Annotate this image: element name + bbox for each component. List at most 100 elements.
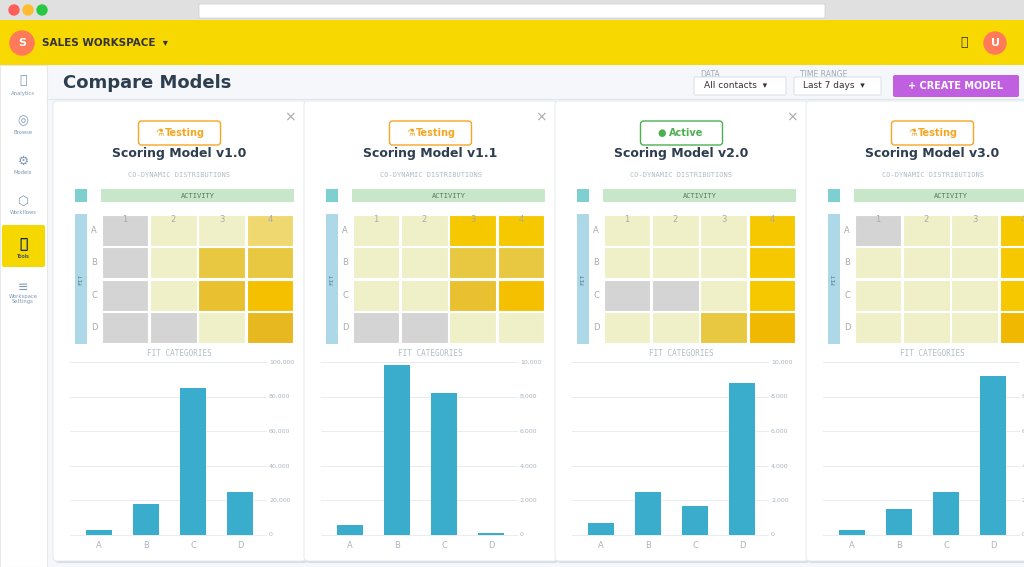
Text: D: D	[238, 541, 244, 550]
Text: 4,000: 4,000	[520, 463, 538, 468]
FancyBboxPatch shape	[498, 215, 544, 246]
Text: 3: 3	[219, 215, 224, 225]
FancyBboxPatch shape	[353, 215, 399, 246]
FancyBboxPatch shape	[401, 280, 447, 311]
FancyBboxPatch shape	[682, 506, 709, 535]
Text: 4: 4	[769, 215, 774, 225]
FancyBboxPatch shape	[749, 247, 796, 278]
Text: 1: 1	[123, 215, 128, 225]
FancyBboxPatch shape	[450, 215, 496, 246]
Text: FIT: FIT	[330, 273, 335, 285]
Text: A: A	[91, 226, 97, 235]
Text: ⚙: ⚙	[17, 154, 29, 167]
FancyBboxPatch shape	[401, 312, 447, 343]
Text: ACTIVITY: ACTIVITY	[180, 193, 214, 198]
FancyBboxPatch shape	[903, 215, 949, 246]
Text: S: S	[18, 38, 26, 48]
FancyBboxPatch shape	[247, 247, 293, 278]
Text: Tools: Tools	[16, 255, 30, 260]
FancyBboxPatch shape	[794, 77, 881, 95]
Text: A: A	[598, 541, 603, 550]
FancyBboxPatch shape	[652, 312, 698, 343]
Text: 2: 2	[422, 215, 427, 225]
FancyBboxPatch shape	[75, 214, 87, 344]
FancyBboxPatch shape	[839, 530, 864, 535]
FancyBboxPatch shape	[450, 247, 496, 278]
FancyBboxPatch shape	[700, 247, 746, 278]
Text: D: D	[91, 323, 97, 332]
FancyBboxPatch shape	[694, 77, 786, 95]
FancyBboxPatch shape	[101, 280, 148, 311]
FancyBboxPatch shape	[951, 312, 998, 343]
Text: C: C	[441, 541, 447, 550]
FancyBboxPatch shape	[749, 312, 796, 343]
FancyBboxPatch shape	[854, 189, 1024, 202]
Text: 8,000: 8,000	[1022, 394, 1024, 399]
FancyBboxPatch shape	[199, 215, 245, 246]
Text: ⬡: ⬡	[17, 194, 29, 208]
FancyBboxPatch shape	[588, 523, 613, 535]
Text: 📊: 📊	[19, 74, 27, 87]
Text: 10,000: 10,000	[1022, 359, 1024, 365]
Text: Testing: Testing	[416, 128, 456, 138]
Text: D: D	[342, 323, 348, 332]
Text: 3: 3	[972, 215, 977, 225]
Text: Analytics: Analytics	[11, 91, 35, 95]
Text: D: D	[990, 541, 996, 550]
FancyBboxPatch shape	[86, 530, 112, 535]
Text: FIT CATEGORIES: FIT CATEGORIES	[649, 349, 714, 358]
Text: FIT CATEGORIES: FIT CATEGORIES	[900, 349, 965, 358]
Text: 40,000: 40,000	[269, 463, 291, 468]
Text: 10,000: 10,000	[520, 359, 542, 365]
Text: Active: Active	[670, 128, 703, 138]
Text: ●: ●	[657, 128, 666, 138]
FancyBboxPatch shape	[903, 247, 949, 278]
Text: C: C	[593, 291, 599, 300]
FancyBboxPatch shape	[55, 103, 308, 563]
FancyBboxPatch shape	[353, 247, 399, 278]
Text: 8,000: 8,000	[771, 394, 788, 399]
FancyBboxPatch shape	[337, 524, 362, 535]
Text: B: B	[645, 541, 651, 550]
FancyBboxPatch shape	[306, 103, 559, 563]
Text: Testing: Testing	[918, 128, 957, 138]
Text: 🔧: 🔧	[18, 237, 28, 251]
FancyBboxPatch shape	[151, 215, 197, 246]
Text: A: A	[844, 226, 850, 235]
Text: 100,000: 100,000	[269, 359, 294, 365]
FancyBboxPatch shape	[352, 189, 545, 202]
Text: 6,000: 6,000	[520, 429, 538, 434]
Text: 🔧: 🔧	[19, 238, 27, 251]
FancyBboxPatch shape	[577, 189, 589, 202]
Text: FIT: FIT	[831, 273, 837, 285]
Text: Testing: Testing	[165, 128, 205, 138]
FancyBboxPatch shape	[247, 280, 293, 311]
Text: FIT: FIT	[79, 273, 84, 285]
Text: D: D	[739, 541, 745, 550]
FancyBboxPatch shape	[557, 103, 810, 563]
Text: CO-DYNAMIC DISTRIBUTIONS: CO-DYNAMIC DISTRIBUTIONS	[380, 172, 481, 178]
Text: FIT: FIT	[581, 273, 586, 285]
Text: 2,000: 2,000	[771, 498, 788, 503]
Text: 🔔: 🔔	[961, 36, 968, 49]
FancyBboxPatch shape	[384, 366, 410, 535]
Text: ACTIVITY: ACTIVITY	[683, 193, 717, 198]
Text: ◎: ◎	[17, 115, 29, 128]
FancyBboxPatch shape	[450, 312, 496, 343]
Text: FIT CATEGORIES: FIT CATEGORIES	[147, 349, 212, 358]
Text: 0: 0	[1022, 532, 1024, 538]
Text: ≡: ≡	[17, 281, 29, 294]
FancyBboxPatch shape	[227, 492, 253, 535]
Text: 4,000: 4,000	[771, 463, 788, 468]
Text: C: C	[190, 541, 196, 550]
FancyBboxPatch shape	[199, 247, 245, 278]
Text: C: C	[342, 291, 348, 300]
FancyBboxPatch shape	[700, 312, 746, 343]
FancyBboxPatch shape	[604, 215, 650, 246]
Text: ⚗: ⚗	[155, 128, 164, 138]
FancyBboxPatch shape	[555, 101, 808, 561]
FancyBboxPatch shape	[401, 215, 447, 246]
Text: 6,000: 6,000	[1022, 429, 1024, 434]
FancyBboxPatch shape	[498, 280, 544, 311]
FancyBboxPatch shape	[133, 504, 159, 535]
